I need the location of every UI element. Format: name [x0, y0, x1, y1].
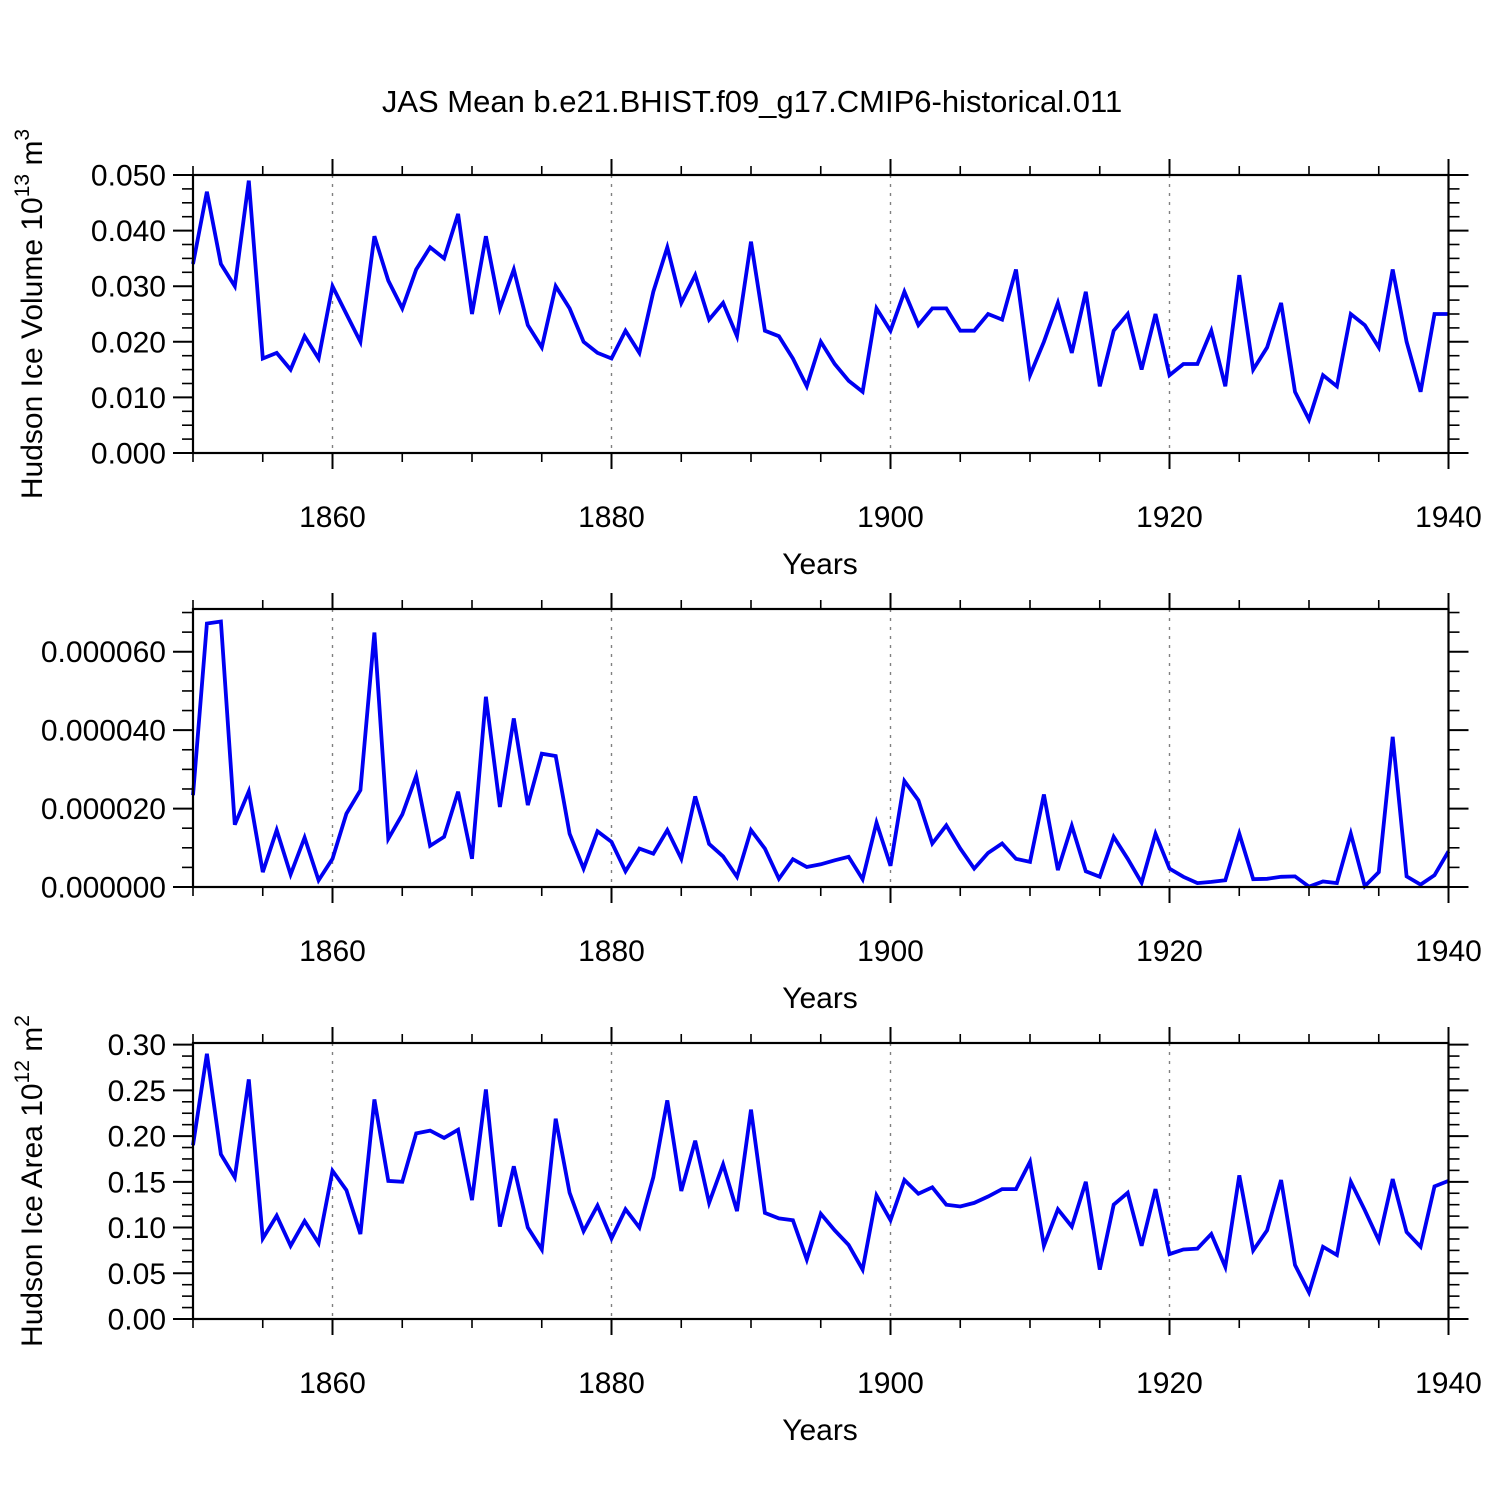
y-tick-label: 0.30 [108, 1029, 166, 1062]
y-tick-label: 0.020 [91, 326, 166, 359]
y-tick-label: 0.050 [91, 160, 166, 193]
figure-title: JAS Mean b.e21.BHIST.f09_g17.CMIP6-histo… [382, 84, 1122, 119]
x-tick-label: 1900 [857, 501, 924, 534]
x-tick-label: 1880 [578, 935, 645, 968]
y-axis-title: Hudson Ice Volume 1013 m3 [11, 129, 49, 499]
x-tick-label: 1940 [1415, 501, 1482, 534]
x-tick-label: 1940 [1415, 935, 1482, 968]
y-tick-label: 0.030 [91, 271, 166, 304]
x-tick-label: 1940 [1415, 1367, 1482, 1400]
x-axis-title-panel3: Years [782, 1414, 858, 1447]
x-tick-label: 1920 [1136, 935, 1203, 968]
y-tick-label: 0.000060 [41, 636, 166, 669]
y-tick-label: 0.05 [108, 1258, 166, 1291]
x-tick-label: 1880 [578, 501, 645, 534]
panels-group: 0.000 0.010 0.020 0.030 0.040 0.050 1860 1880 19… [11, 129, 1482, 1400]
panel-1: 0.000 0.010 0.020 0.030 0.040 0.050 1860 1880 19… [11, 129, 1482, 534]
y-tick-label: 0.000 [91, 438, 166, 471]
y-tick-label: 0.15 [108, 1166, 166, 1199]
y-tick-label: 0.010 [91, 382, 166, 415]
y-tick-label: 0.20 [108, 1121, 166, 1154]
y-tick-label: 0.000040 [41, 715, 166, 748]
y-tick-label: 0.000020 [41, 793, 166, 826]
panel-3: 0.00 0.05 0.10 0.15 0.20 0.25 0.30 1860 1880 1900… [11, 1015, 1482, 1400]
y-tick-label: 0.10 [108, 1212, 166, 1245]
x-tick-label: 1900 [857, 935, 924, 968]
series-line [191, 180, 1449, 425]
x-tick-label: 1900 [857, 1367, 924, 1400]
y-tick-label: 0.040 [91, 215, 166, 248]
panel-frame [191, 1041, 1450, 1321]
y-tick-label: 0.00 [108, 1304, 166, 1337]
x-tick-label: 1920 [1136, 501, 1203, 534]
y-tick-label: 0.25 [108, 1075, 166, 1108]
x-tick-label: 1860 [299, 1367, 366, 1400]
x-tick-label: 1860 [299, 935, 366, 968]
series-line [191, 619, 1451, 890]
y-axis-title: Hudson Ice Area 1012 m2 [11, 1015, 49, 1347]
x-axis-title-panel2: Years [782, 982, 858, 1015]
x-tick-label: 1920 [1136, 1367, 1203, 1400]
panel-frame [191, 173, 1450, 455]
series-line [191, 1053, 1450, 1298]
y-tick-label: 0.000000 [41, 872, 166, 905]
panel-2: 0.000000 0.000020 0.000040 0.000060 1860 1880… [41, 593, 1482, 968]
x-tick-label: 1880 [578, 1367, 645, 1400]
x-tick-label: 1860 [299, 501, 366, 534]
x-axis-title-panel1: Years [782, 548, 858, 581]
